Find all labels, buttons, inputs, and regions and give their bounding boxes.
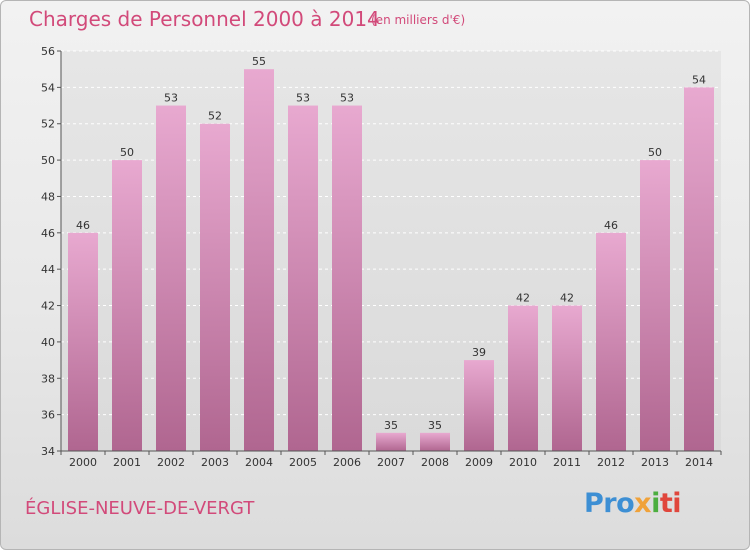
y-tick-label: 46: [41, 227, 55, 240]
chart-subtitle: (en milliers d'€): [371, 13, 466, 27]
data-label: 50: [648, 146, 662, 159]
bar: [552, 305, 582, 451]
data-label: 46: [604, 219, 618, 232]
x-tick-label: 2007: [377, 456, 405, 469]
data-label: 53: [340, 92, 354, 105]
y-tick-label: 36: [41, 409, 55, 422]
y-tick-label: 48: [41, 190, 55, 203]
x-tick-label: 2009: [465, 456, 493, 469]
data-label: 55: [252, 55, 266, 68]
data-label: 52: [208, 110, 222, 123]
data-label: 53: [164, 92, 178, 105]
y-tick-label: 40: [41, 336, 55, 349]
x-tick-label: 2004: [245, 456, 273, 469]
data-label: 54: [692, 73, 706, 86]
x-tick-label: 2000: [69, 456, 97, 469]
labels: 46 50 53 52 55 53 53 35 35 39 42 42 46 50 54: [76, 55, 706, 432]
x-tick-label: 2002: [157, 456, 185, 469]
bar: [156, 105, 186, 451]
bar: [288, 105, 318, 451]
data-label: 42: [560, 292, 574, 305]
bar: [684, 87, 714, 451]
x-tick-label: 2012: [597, 456, 625, 469]
y-tick-label: 56: [41, 45, 55, 58]
logo-part-1: Pro: [584, 488, 635, 519]
data-label: 46: [76, 219, 90, 232]
bar: [464, 360, 494, 451]
bars: [68, 69, 714, 452]
y-tick-label: 42: [41, 300, 55, 313]
data-label: 35: [428, 419, 442, 432]
bar: [596, 232, 626, 451]
bar: [420, 432, 450, 451]
x-tick-label: 2003: [201, 456, 229, 469]
bar: [376, 432, 406, 451]
commune-name: ÉGLISE-NEUVE-DE-VERGT: [25, 498, 255, 519]
bar: [112, 160, 142, 451]
x-tick-label: 2011: [553, 456, 581, 469]
bar: [640, 160, 670, 451]
y-tick-label: 50: [41, 154, 55, 167]
data-label: 35: [384, 419, 398, 432]
bar: [332, 105, 362, 451]
chart-title: Charges de Personnel 2000 à 2014: [29, 7, 380, 31]
bar: [508, 305, 538, 451]
x-tick-label: 2008: [421, 456, 449, 469]
bar: [244, 69, 274, 451]
y-tick-label: 38: [41, 372, 55, 385]
bar: [68, 232, 98, 451]
y-tick-label: 52: [41, 118, 55, 131]
x-tick-label: 2010: [509, 456, 537, 469]
proxiti-logo: Proxiti: [584, 488, 682, 519]
x-tick-label: 2005: [289, 456, 317, 469]
data-label: 50: [120, 146, 134, 159]
logo-part-2: x: [634, 488, 652, 519]
y-tick-label: 54: [41, 81, 55, 94]
x-tick-label: 2006: [333, 456, 361, 469]
data-label: 53: [296, 92, 310, 105]
x-tick-label: 2001: [113, 456, 141, 469]
logo-part-3: i: [651, 488, 660, 519]
axes: 34 36 38 40 42 44 46 48 50 52 54 56 2000 2001 2002 2003…: [41, 45, 722, 469]
y-tick-label: 34: [41, 445, 55, 458]
logo-part-4: ti: [659, 488, 682, 519]
data-label: 42: [516, 292, 530, 305]
x-tick-label: 2014: [685, 456, 713, 469]
x-tick-label: 2013: [641, 456, 669, 469]
bar: [200, 123, 230, 452]
data-label: 39: [472, 346, 486, 359]
y-tick-label: 44: [41, 263, 55, 276]
